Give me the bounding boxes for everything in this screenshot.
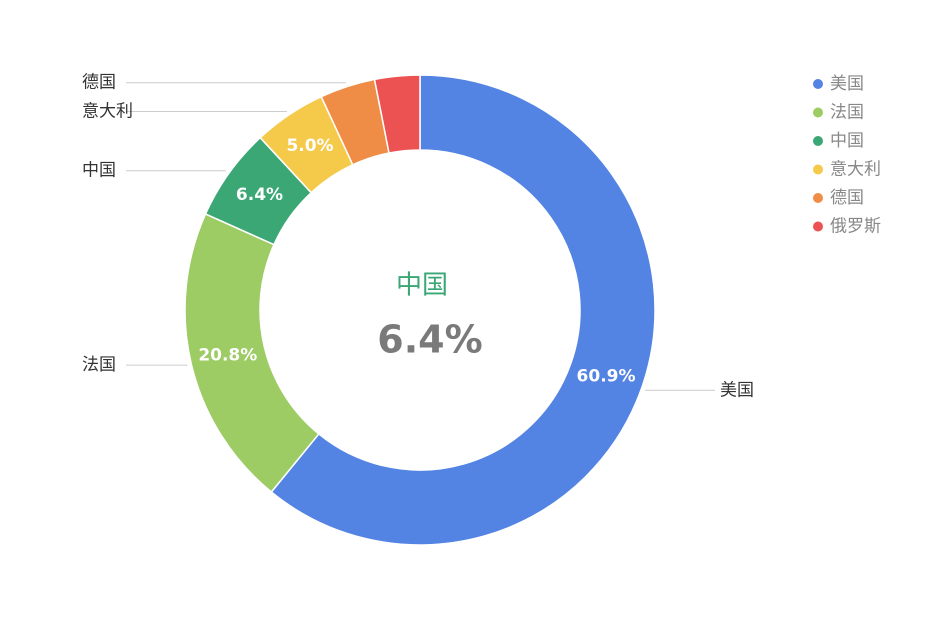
- donut-segment: [373, 74, 421, 154]
- legend-label: 法国: [830, 103, 864, 123]
- donut-segment: [270, 74, 656, 546]
- legend-label: 中国: [830, 131, 864, 151]
- center-value: 6.4%: [377, 318, 482, 362]
- legend-label: 俄罗斯: [830, 217, 881, 237]
- legend-marker: [813, 221, 823, 232]
- outer-label: 意大利: [82, 101, 133, 121]
- legend-marker: [813, 79, 823, 89]
- value-label: 60.9%: [577, 366, 636, 386]
- outer-label: 中国: [82, 161, 116, 181]
- value-label: 5.0%: [286, 136, 333, 156]
- legend-marker: [813, 107, 823, 118]
- outer-label: 德国: [82, 73, 116, 93]
- legend-label: 美国: [830, 74, 864, 94]
- value-label: 6.4%: [236, 185, 283, 205]
- legend-marker: [813, 136, 823, 146]
- legend-marker: [813, 164, 823, 175]
- center-category: 中国: [396, 271, 448, 301]
- donut-segment: [184, 212, 320, 494]
- legend-label: 意大利: [830, 160, 881, 180]
- outer-label: 美国: [720, 380, 754, 400]
- legend-marker: [813, 193, 823, 203]
- value-label: 20.8%: [198, 346, 257, 366]
- outer-label: 法国: [82, 355, 116, 375]
- legend-label: 德国: [830, 188, 864, 208]
